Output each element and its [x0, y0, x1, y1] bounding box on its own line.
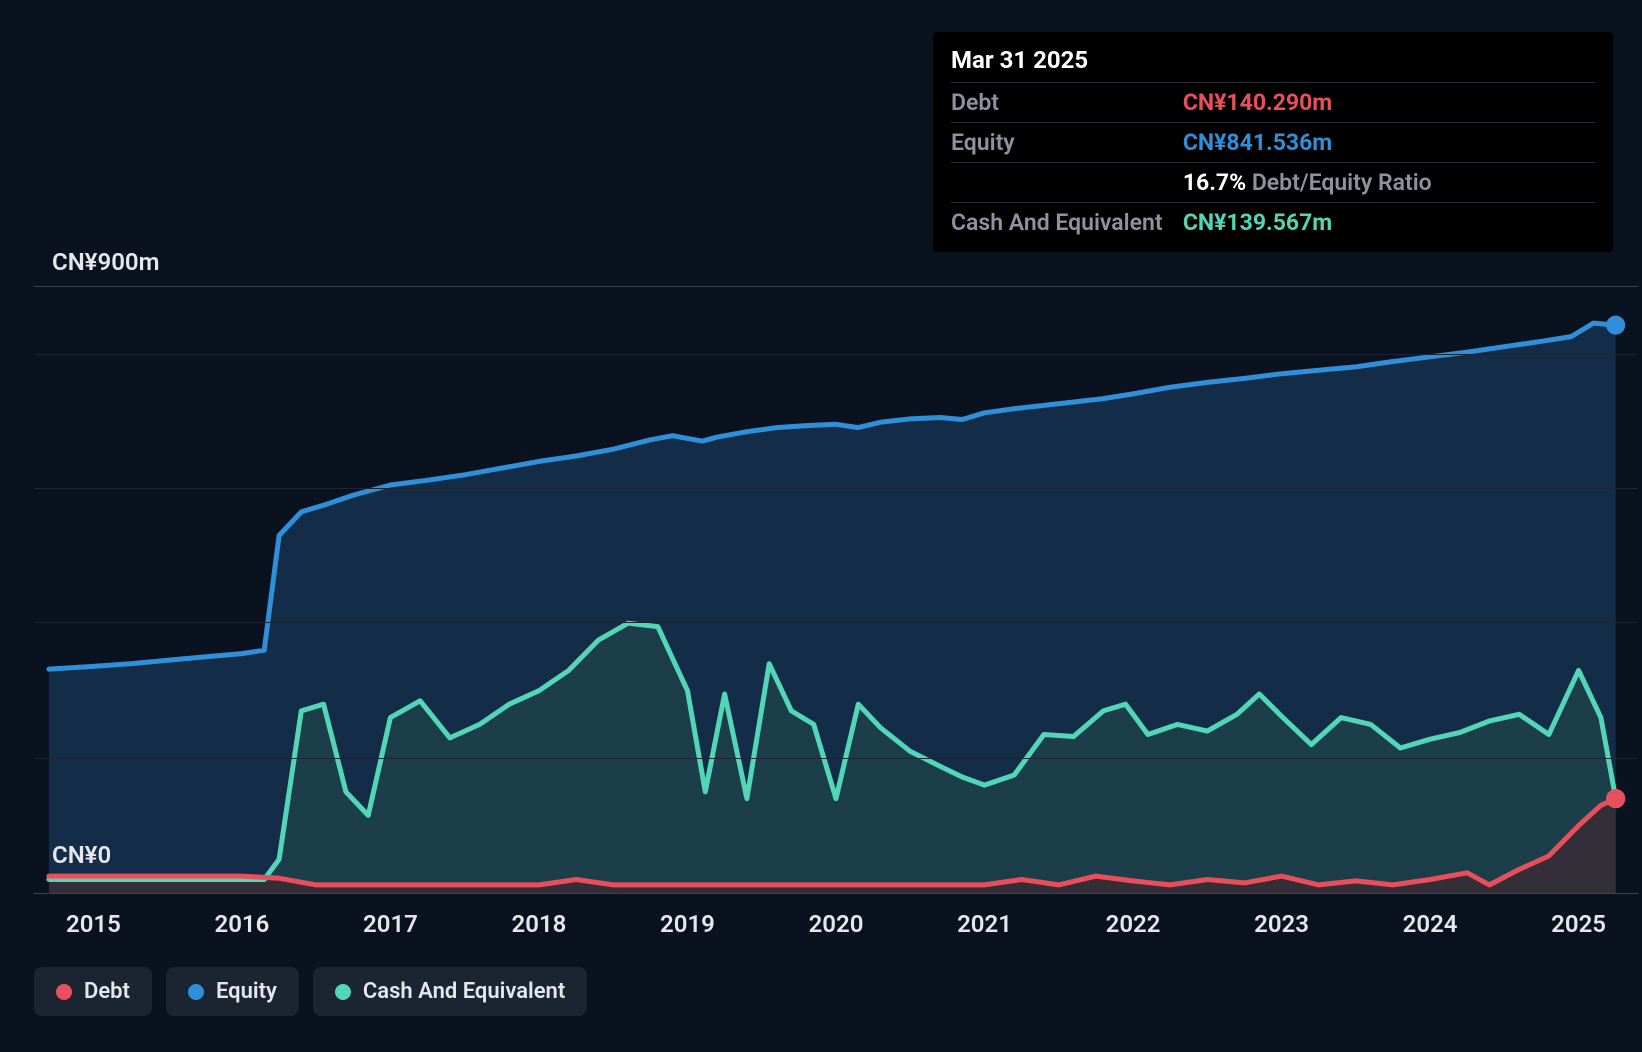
legend-dot: [188, 984, 204, 1000]
legend-item-equity[interactable]: Equity: [166, 967, 299, 1016]
gridline: [34, 893, 1638, 894]
x-axis-label: 2019: [660, 910, 715, 938]
legend-label: Cash And Equivalent: [363, 979, 565, 1004]
gridline: [34, 488, 1638, 489]
tooltip-ratio: 16.7% Debt/Equity Ratio: [1183, 163, 1595, 203]
tooltip-table: Debt CN¥140.290m Equity CN¥841.536m 16.7…: [951, 82, 1595, 242]
x-axis-label: 2018: [512, 910, 567, 938]
series-end-marker-equity: [1608, 317, 1624, 333]
tooltip-value: CN¥841.536m: [1183, 123, 1595, 163]
gridline: [34, 622, 1638, 623]
tooltip-label-empty: [951, 163, 1183, 203]
gridline: [34, 354, 1638, 355]
legend-item-cash[interactable]: Cash And Equivalent: [313, 967, 587, 1016]
x-axis-label: 2024: [1403, 910, 1458, 938]
legend-item-debt[interactable]: Debt: [34, 967, 152, 1016]
tooltip-ratio-label: Debt/Equity Ratio: [1252, 169, 1432, 196]
legend-label: Equity: [216, 979, 277, 1004]
chart-container: { "chart": { "type": "area", "background…: [0, 0, 1642, 1052]
tooltip-panel: Mar 31 2025 Debt CN¥140.290m Equity CN¥8…: [933, 32, 1613, 252]
x-axis-label: 2017: [363, 910, 418, 938]
x-axis-label: 2023: [1254, 910, 1309, 938]
y-axis-max-label: CN¥900m: [52, 248, 159, 276]
x-axis-label: 2020: [809, 910, 864, 938]
x-axis-label: 2025: [1551, 910, 1606, 938]
tooltip-title: Mar 31 2025: [951, 46, 1595, 74]
series-end-marker-debt: [1608, 791, 1624, 807]
tooltip-label: Cash And Equivalent: [951, 203, 1183, 243]
gridline: [34, 758, 1638, 759]
x-axis-label: 2015: [66, 910, 121, 938]
tooltip-value: CN¥139.567m: [1183, 203, 1595, 243]
tooltip-row-cash: Cash And Equivalent CN¥139.567m: [951, 203, 1595, 243]
tooltip-value: CN¥140.290m: [1183, 83, 1595, 123]
tooltip-row-debt: Debt CN¥140.290m: [951, 83, 1595, 123]
legend: Debt Equity Cash And Equivalent: [34, 967, 587, 1016]
x-axis-label: 2016: [215, 910, 270, 938]
legend-dot: [335, 984, 351, 1000]
tooltip-row-ratio: 16.7% Debt/Equity Ratio: [951, 163, 1595, 203]
y-axis-min-label: CN¥0: [52, 841, 111, 869]
tooltip-row-equity: Equity CN¥841.536m: [951, 123, 1595, 163]
tooltip-label: Debt: [951, 83, 1183, 123]
tooltip-ratio-pct: 16.7%: [1183, 169, 1246, 196]
legend-label: Debt: [84, 979, 130, 1004]
tooltip-label: Equity: [951, 123, 1183, 163]
gridline: [34, 286, 1638, 287]
x-axis-label: 2021: [957, 910, 1012, 938]
x-axis-label: 2022: [1106, 910, 1161, 938]
legend-dot: [56, 984, 72, 1000]
